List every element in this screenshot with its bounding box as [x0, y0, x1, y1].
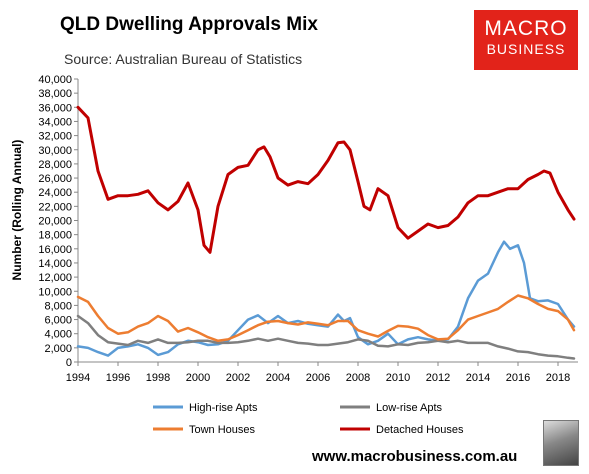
y-tick-label: 38,000: [38, 88, 72, 100]
y-tick-label: 28,000: [38, 159, 72, 171]
chart-title: QLD Dwelling Approvals Mix: [60, 14, 318, 35]
macrobusiness-logo: MACRO BUSINESS: [474, 10, 578, 70]
y-tick-label: 10,000: [38, 286, 72, 298]
x-tick-label: 2018: [546, 372, 570, 384]
chart-subtitle: Source: Australian Bureau of Statistics: [64, 51, 303, 67]
y-tick-label: 22,000: [38, 201, 72, 213]
x-tick-label: 2002: [226, 372, 250, 384]
y-tick-label: 4,000: [44, 329, 72, 341]
y-tick-label: 24,000: [38, 187, 72, 199]
logo-line-1: MACRO: [484, 17, 568, 40]
y-tick-label: 0: [66, 357, 72, 369]
legend-label: Low-rise Apts: [376, 402, 443, 414]
series-line-high-rise-apts: [76, 240, 576, 357]
y-tick-label: 18,000: [38, 230, 72, 242]
x-tick-label: 1996: [106, 372, 130, 384]
y-tick-label: 30,000: [38, 145, 72, 157]
y-tick-label: 2,000: [44, 343, 72, 355]
x-tick-label: 2016: [506, 372, 530, 384]
logo-line-2: BUSINESS: [486, 41, 566, 57]
y-tick-label: 8,000: [44, 300, 72, 312]
y-tick-label: 36,000: [38, 102, 72, 114]
y-tick-label: 14,000: [38, 258, 72, 270]
x-tick-label: 2000: [186, 372, 210, 384]
y-tick-label: 6,000: [44, 315, 72, 327]
y-tick-label: 32,000: [38, 131, 72, 143]
x-tick-label: 2014: [466, 372, 490, 384]
website-url: www.macrobusiness.com.au: [312, 448, 518, 465]
x-tick-label: 2010: [386, 372, 410, 384]
wolf-emblem: [543, 420, 579, 466]
series-line-detached-houses: [76, 105, 576, 254]
x-tick-label: 2008: [346, 372, 370, 384]
x-tick-label: 2006: [306, 372, 330, 384]
y-tick-label: 26,000: [38, 173, 72, 185]
x-tick-label: 2004: [266, 372, 290, 384]
y-tick-label: 40,000: [38, 74, 72, 86]
series-line-low-rise-apts: [76, 314, 576, 360]
y-tick-label: 16,000: [38, 244, 72, 256]
legend-label: Detached Houses: [376, 424, 464, 436]
y-tick-label: 12,000: [38, 272, 72, 284]
legend-label: High-rise Apts: [189, 402, 258, 414]
x-tick-label: 1994: [66, 372, 90, 384]
x-tick-label: 1998: [146, 372, 170, 384]
x-tick-label: 2012: [426, 372, 450, 384]
y-tick-label: 20,000: [38, 216, 72, 228]
y-tick-label: 34,000: [38, 116, 72, 128]
legend-label: Town Houses: [189, 424, 256, 436]
series-line-town-houses: [76, 294, 576, 343]
